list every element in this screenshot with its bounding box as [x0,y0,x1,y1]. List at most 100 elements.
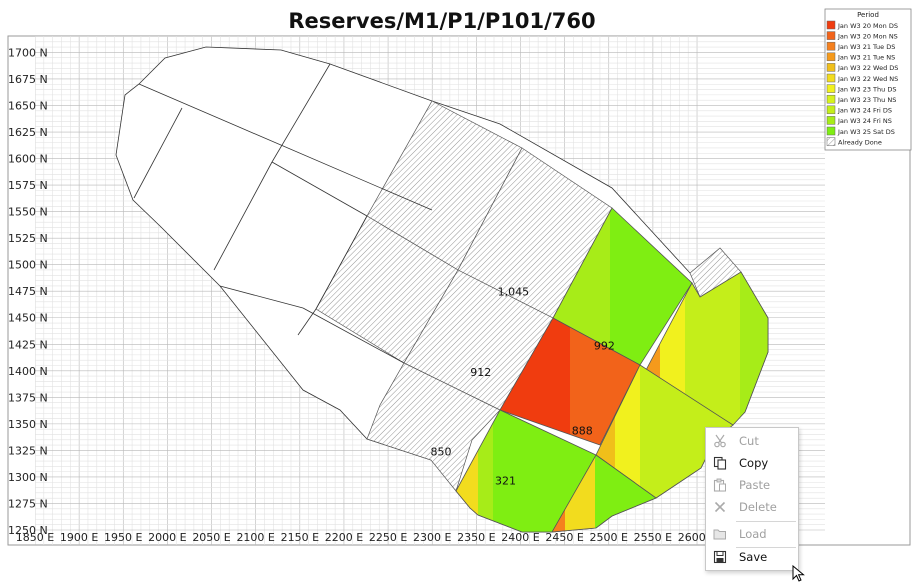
block-tonnage-label: 912 [470,366,491,379]
y-axis-ticks: 1250 N 1275 N 1300 N 1325 N 1350 N 1375 N 1400… [8,46,48,537]
block-tonnage-label: 1,045 [498,285,530,298]
already-done-block [366,362,501,492]
x-tick-label: 2550 E [634,531,672,544]
block-outline [551,454,657,533]
folder-icon [712,526,728,542]
x-axis-ticks: 1850 E 1900 E 1950 E 2000 E 2050 E 2100 E 2150… [16,531,717,544]
menu-item-label: Save [739,550,768,564]
y-tick-label: 1325 N [8,444,48,457]
legend-entry-label: Jan W3 24 Fri DS [837,107,892,115]
x-tick-label: 2350 E [457,531,495,544]
y-tick-label: 1425 N [8,338,48,351]
block-boundary [302,307,405,364]
y-tick-label: 1600 N [8,153,48,166]
legend-swatch [826,116,836,125]
block-tonnage-label: 992 [594,340,615,353]
legend-entry-label: Jan W3 22 Wed DS [837,64,898,72]
delete-icon [712,499,728,515]
y-tick-label: 1525 N [8,232,48,245]
menu-separator [736,547,796,548]
legend-swatch [826,105,836,115]
x-tick-label: 2050 E [192,531,230,544]
x-tick-label: 2450 E [545,531,583,544]
legend-entry-label: Jan W3 24 Fri NS [837,117,892,125]
legend-entry-label: Jan W3 22 Wed NS [837,75,898,83]
x-tick-label: 2400 E [501,531,539,544]
block-boundary [213,161,273,271]
block-boundary [315,215,368,310]
menu-item-copy[interactable]: Copy [706,452,798,474]
y-tick-label: 1275 N [8,497,48,510]
x-tick-label: 2150 E [281,531,319,544]
menu-item-cut[interactable]: Cut [706,430,798,452]
y-tick-label: 1675 N [8,73,48,86]
legend-entry-label: Already Done [838,138,882,146]
x-tick-label: 1900 E [60,531,98,544]
legend-swatch [826,126,836,136]
chart-title: Reserves/M1/P1/P101/760 [288,9,595,33]
legend: Period Jan W3 20 Mon DS Jan W3 20 Mon NS Ja… [824,8,912,151]
x-tick-label: 2200 E [325,531,363,544]
context-menu[interactable]: Cut Copy Paste Delete Load Save [705,427,799,571]
y-tick-label: 1700 N [8,46,48,59]
x-tick-label: 1850 E [16,531,54,544]
x-tick-label: 1950 E [104,531,142,544]
block-boundary [271,63,331,163]
y-tick-label: 1500 N [8,259,48,272]
x-tick-label: 2500 E [590,531,628,544]
block-tonnage-label: 888 [572,424,593,437]
menu-item-label: Copy [739,456,769,470]
legend-swatch [826,20,836,30]
y-tick-label: 1300 N [8,471,48,484]
legend-swatch [826,31,836,40]
legend-box [824,8,912,151]
legend-swatch [826,63,836,72]
block-tonnage-label: 321 [495,474,516,487]
y-tick-label: 1650 N [8,99,48,112]
menu-item-label: Paste [739,478,771,492]
paste-icon [712,477,728,493]
legend-entry-label: Jan W3 21 Tue NS [837,54,895,62]
y-tick-label: 1375 N [8,391,48,404]
legend-swatch [826,84,836,93]
block-outline [499,317,641,446]
block-tonnage-label: 850 [431,446,452,459]
y-tick-label: 1575 N [8,179,48,192]
menu-item-label: Cut [739,434,759,448]
legend-swatch [826,41,836,51]
menu-item-label: Delete [739,500,777,514]
mine-blocks [115,46,769,533]
legend-swatch [826,73,836,83]
x-tick-label: 2300 E [413,531,451,544]
block-boundary [271,161,368,217]
legend-entry-label: Jan W3 21 Tue DS [837,43,895,51]
y-tick-label: 1400 N [8,365,48,378]
menu-item-delete[interactable]: Delete [706,496,798,518]
legend-entry-label: Jan W3 20 Mon NS [837,32,898,40]
y-tick-label: 1250 N [8,524,48,537]
x-tick-label: 2000 E [148,531,186,544]
legend-entry-label: Jan W3 23 Thu DS [837,85,896,93]
menu-item-load[interactable]: Load [706,523,798,545]
legend-entry-label: Jan W3 25 Sat DS [837,128,895,136]
y-tick-label: 1450 N [8,312,48,325]
y-tick-label: 1475 N [8,285,48,298]
save-icon [712,549,728,565]
block-boundary [133,107,183,199]
block-labels: 1,045 992 912 888 850 321 [431,285,615,487]
menu-separator [736,521,796,522]
menu-item-save[interactable]: Save [706,546,798,568]
legend-entry-label: Jan W3 20 Mon DS [837,22,898,30]
scissors-icon [712,433,728,449]
menu-item-paste[interactable]: Paste [706,474,798,496]
block-boundary [219,285,304,309]
menu-item-label: Load [739,527,767,541]
legend-swatch [826,94,836,104]
mouse-cursor-icon [792,564,806,588]
legend-swatch [826,137,836,146]
y-tick-label: 1550 N [8,206,48,219]
block-outline [644,271,769,426]
legend-swatch [826,52,836,62]
legend-entry-label: Jan W3 23 Thu NS [837,96,896,104]
